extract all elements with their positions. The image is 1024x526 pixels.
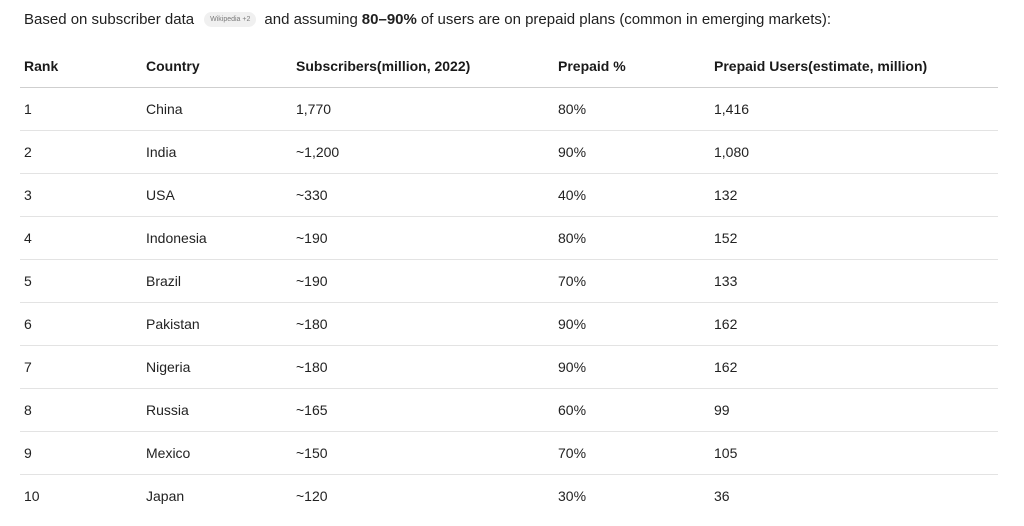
cell-country: Mexico xyxy=(146,445,191,461)
cell-prepaid-percent: 60% xyxy=(558,402,587,418)
cell-rank: 2 xyxy=(24,144,32,160)
header-country: Country xyxy=(146,57,200,74)
cell-prepaid-percent: 30% xyxy=(558,488,587,504)
cell-prepaid-percent: 70% xyxy=(558,273,587,289)
cell-prepaid-users: 105 xyxy=(714,445,738,461)
table-row: 6 Pakistan ~180 90% 162 xyxy=(20,303,998,346)
cell-rank: 8 xyxy=(24,402,32,418)
cell-rank: 1 xyxy=(24,101,32,117)
cell-country: Indonesia xyxy=(146,230,207,246)
cell-country: Brazil xyxy=(146,273,182,289)
cell-subscribers: ~165 xyxy=(296,402,328,418)
table-header-row: Rank Country Subscribers(million, 2022) … xyxy=(20,44,998,88)
cell-country: Russia xyxy=(146,402,189,418)
table-row: 1 China 1,770 80% 1,416 xyxy=(20,88,998,131)
cell-prepaid-percent: 80% xyxy=(558,230,587,246)
header-prepaid-users: Prepaid Users(estimate, million) xyxy=(714,57,928,74)
cell-subscribers: ~120 xyxy=(296,488,328,504)
cell-rank: 6 xyxy=(24,316,32,332)
cell-country: China xyxy=(146,101,183,117)
cell-rank: 9 xyxy=(24,445,32,461)
cell-country: USA xyxy=(146,187,175,203)
intro-text: Based on subscriber data Wikipedia +2 an… xyxy=(24,8,831,30)
cell-country: Japan xyxy=(146,488,185,504)
cell-rank: 5 xyxy=(24,273,32,289)
header-rank: Rank xyxy=(24,57,59,74)
citation-chip[interactable]: Wikipedia +2 xyxy=(204,11,257,27)
table-row: 7 Nigeria ~180 90% 162 xyxy=(20,346,998,389)
cell-prepaid-percent: 90% xyxy=(558,316,587,332)
cell-prepaid-users: 1,080 xyxy=(714,144,750,160)
cell-prepaid-percent: 70% xyxy=(558,445,587,461)
table-row: 10 Japan ~120 30% 36 xyxy=(20,475,998,518)
cell-prepaid-percent: 90% xyxy=(558,144,587,160)
table-row: 5 Brazil ~190 70% 133 xyxy=(20,260,998,303)
cell-prepaid-percent: 40% xyxy=(558,187,587,203)
cell-subscribers: ~330 xyxy=(296,187,328,203)
cell-prepaid-users: 162 xyxy=(714,316,738,332)
prepaid-users-table: Rank Country Subscribers(million, 2022) … xyxy=(20,44,998,517)
cell-prepaid-users: 1,416 xyxy=(714,101,750,117)
intro-prefix: Based on subscriber data xyxy=(24,10,195,28)
cell-prepaid-users: 99 xyxy=(714,402,730,418)
table-row: 3 USA ~330 40% 132 xyxy=(20,174,998,217)
table-row: 8 Russia ~165 60% 99 xyxy=(20,389,998,432)
cell-subscribers: ~180 xyxy=(296,359,328,375)
cell-subscribers: ~190 xyxy=(296,273,328,289)
table-row: 4 Indonesia ~190 80% 152 xyxy=(20,217,998,260)
cell-prepaid-users: 132 xyxy=(714,187,738,203)
cell-subscribers: ~190 xyxy=(296,230,328,246)
cell-country: Nigeria xyxy=(146,359,191,375)
cell-rank: 10 xyxy=(24,488,40,504)
cell-prepaid-percent: 80% xyxy=(558,101,587,117)
header-subscribers: Subscribers(million, 2022) xyxy=(296,57,471,74)
cell-prepaid-percent: 90% xyxy=(558,359,587,375)
cell-rank: 4 xyxy=(24,230,32,246)
intro-middle: and assuming xyxy=(264,10,358,28)
cell-country: Pakistan xyxy=(146,316,200,332)
intro-suffix: of users are on prepaid plans (common in… xyxy=(420,10,832,28)
cell-subscribers: ~180 xyxy=(296,316,328,332)
cell-country: India xyxy=(146,144,177,160)
cell-subscribers: 1,770 xyxy=(296,101,332,117)
cell-rank: 3 xyxy=(24,187,32,203)
cell-rank: 7 xyxy=(24,359,32,375)
cell-subscribers: ~150 xyxy=(296,445,328,461)
cell-prepaid-users: 36 xyxy=(714,488,730,504)
cell-prepaid-users: 152 xyxy=(714,230,738,246)
cell-subscribers: ~1,200 xyxy=(296,144,340,160)
table-row: 2 India ~1,200 90% 1,080 xyxy=(20,131,998,174)
header-prepaid-percent: Prepaid % xyxy=(558,57,626,74)
table-row: 9 Mexico ~150 70% 105 xyxy=(20,432,998,475)
cell-prepaid-users: 162 xyxy=(714,359,738,375)
cell-prepaid-users: 133 xyxy=(714,273,738,289)
intro-bold-range: 80–90% xyxy=(361,10,417,28)
